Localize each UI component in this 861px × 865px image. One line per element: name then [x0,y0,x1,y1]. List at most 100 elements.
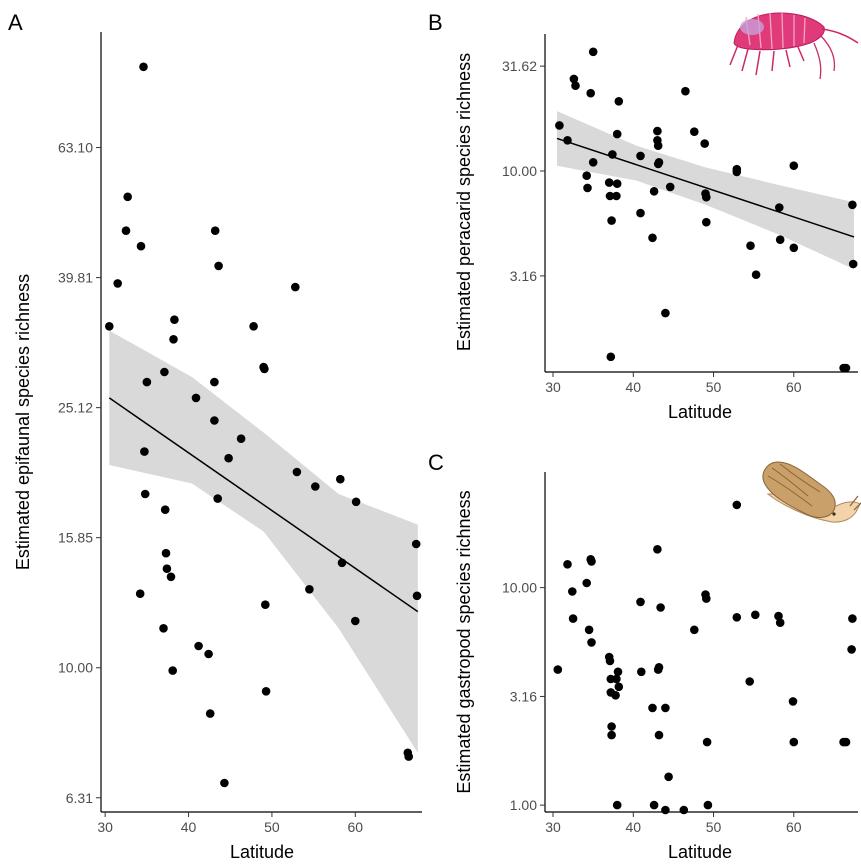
data-point [690,127,699,136]
data-point [775,203,784,212]
data-point [661,308,670,318]
data-point [113,279,122,288]
data-point [205,709,215,718]
data-point [732,167,742,177]
x-tick-label: 60 [786,379,802,395]
data-point [584,625,594,635]
data-point [681,86,690,96]
data-point [847,645,856,654]
y-tick-label: 63.10 [58,140,93,156]
amphipod-icon [729,12,859,80]
data-point [700,139,709,148]
data-point [774,611,783,621]
data-point [654,158,664,167]
data-point [612,191,621,201]
data-point [553,665,563,674]
y-tick-label: 1.00 [510,797,537,813]
x-tick-label: 30 [545,379,561,395]
panel-a-y-ticks: 6.31 10.00 15.85 25.12 39.81 63.10 [58,140,101,806]
data-point [703,800,713,810]
data-point [194,641,203,651]
panel-b-x-title: Latitude [668,402,732,422]
data-point [139,62,148,72]
data-point [612,674,621,684]
data-point [679,805,689,815]
data-point [661,805,670,815]
x-tick-label: 30 [97,819,113,835]
data-point [582,578,591,588]
y-tick-label: 10.00 [502,580,537,596]
data-point [751,610,760,620]
data-point [162,564,172,573]
data-point [789,737,799,747]
panel-a-x-ticks: 30 40 50 60 [97,812,363,835]
data-point [702,192,711,202]
panel-b-y-title: Estimated peracarid species richness [454,53,474,351]
data-point [732,613,742,622]
panel-a-regression-line [108,397,419,613]
data-point [636,151,645,161]
data-point [702,594,711,603]
data-point [336,474,345,484]
data-point [166,572,176,582]
data-point [351,497,361,507]
data-point [568,614,578,623]
data-point [605,656,615,666]
panel-c-x-ticks: 30 40 50 60 [545,812,802,835]
data-point [224,453,233,463]
panel-c-points [553,500,857,815]
panel-b-x-ticks: 30 40 50 60 [545,372,802,395]
data-point [745,677,754,686]
data-point [351,616,360,626]
data-point [170,315,179,325]
data-point [848,614,857,623]
panel-c-y-ticks: 1.00 3.16 10.00 [502,580,545,813]
data-point [611,691,620,700]
panel-b-peracarid: B 3.16 10.00 31.62 30 40 50 60 Latitude Estim… [428,10,859,422]
data-point [555,121,564,130]
data-point [191,393,201,403]
data-point [612,129,622,139]
data-point [613,667,623,677]
panel-b-regression-line [556,137,855,238]
data-point [588,47,598,57]
data-point [204,649,213,659]
panel-a-confidence-band [109,330,418,753]
y-tick-label: 10.00 [502,163,537,179]
data-point [841,363,851,373]
data-point [236,434,246,444]
data-point [249,322,258,331]
data-point [214,261,223,271]
panel-a-x-title: Latitude [230,842,294,862]
data-point [746,241,755,250]
data-point [571,81,580,90]
x-tick-label: 50 [264,819,280,835]
data-point [607,722,616,731]
panel-c-x-title: Latitude [668,842,732,862]
data-point [582,171,591,180]
data-point [135,589,145,598]
x-tick-label: 50 [706,819,722,835]
y-tick-label: 6.31 [66,790,93,806]
data-point [404,752,414,761]
data-point [136,241,146,251]
data-point [168,666,177,675]
data-point [656,603,665,612]
data-point [161,548,171,558]
data-point [702,737,712,747]
data-point [848,259,858,269]
data-point [586,88,595,98]
data-point [612,179,622,188]
data-point [123,192,132,202]
data-point [653,126,662,136]
data-point [587,638,596,647]
data-point [291,282,300,292]
data-point [159,624,168,633]
data-point [305,585,314,594]
data-point [160,367,169,377]
data-point [563,560,572,569]
data-point [636,208,645,218]
x-tick-label: 30 [545,819,561,835]
data-point [653,545,662,554]
data-point [412,591,422,601]
